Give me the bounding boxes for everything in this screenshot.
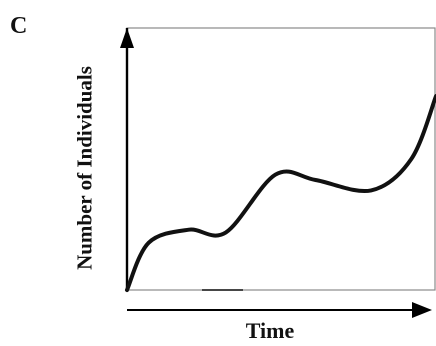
panel-label: C xyxy=(10,13,28,39)
plot-frame xyxy=(126,27,436,291)
y-axis-arrow-icon xyxy=(120,28,134,48)
x-axis-arrow-icon xyxy=(412,302,432,318)
x-axis-label: Time xyxy=(245,318,295,343)
data-series-line xyxy=(125,94,436,292)
